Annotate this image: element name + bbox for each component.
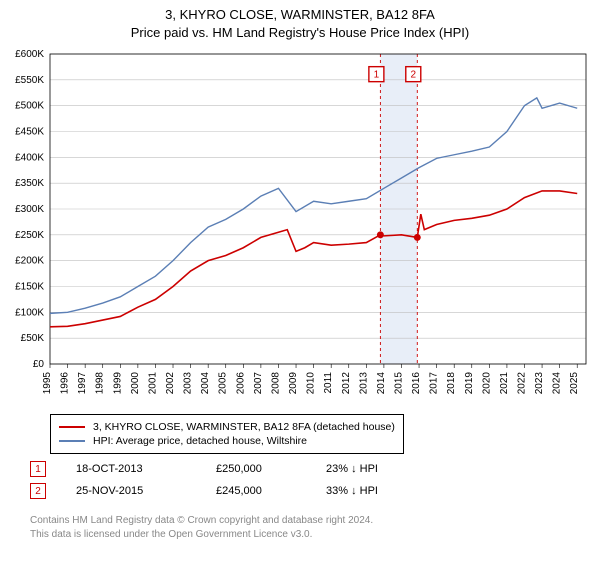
footer-line: This data is licensed under the Open Gov… bbox=[30, 528, 373, 542]
sale-date: 18-OCT-2013 bbox=[76, 463, 186, 475]
svg-text:£400K: £400K bbox=[15, 152, 44, 163]
footer: Contains HM Land Registry data © Crown c… bbox=[30, 514, 373, 541]
legend-label: 3, KHYRO CLOSE, WARMINSTER, BA12 8FA (de… bbox=[93, 421, 395, 433]
svg-text:2008: 2008 bbox=[270, 372, 281, 395]
svg-text:2006: 2006 bbox=[235, 372, 246, 395]
table-row: 1 18-OCT-2013 £250,000 23% ↓ HPI bbox=[30, 458, 416, 480]
svg-text:£350K: £350K bbox=[15, 178, 44, 189]
legend-row: 3, KHYRO CLOSE, WARMINSTER, BA12 8FA (de… bbox=[59, 421, 395, 433]
svg-text:2: 2 bbox=[410, 70, 416, 81]
sale-price: £250,000 bbox=[216, 463, 296, 475]
svg-text:2024: 2024 bbox=[552, 372, 563, 395]
legend-swatch-property bbox=[59, 426, 85, 428]
svg-text:2018: 2018 bbox=[446, 372, 457, 395]
svg-text:2005: 2005 bbox=[218, 372, 229, 395]
legend-label: HPI: Average price, detached house, Wilt… bbox=[93, 435, 307, 447]
sale-price: £245,000 bbox=[216, 485, 296, 497]
chart-title: 3, KHYRO CLOSE, WARMINSTER, BA12 8FA Pri… bbox=[0, 6, 600, 41]
svg-text:2010: 2010 bbox=[306, 372, 317, 395]
svg-text:£500K: £500K bbox=[15, 101, 44, 112]
svg-text:£0: £0 bbox=[33, 359, 45, 370]
svg-text:2016: 2016 bbox=[411, 372, 422, 395]
footer-line: Contains HM Land Registry data © Crown c… bbox=[30, 514, 373, 528]
svg-text:2007: 2007 bbox=[253, 372, 264, 395]
svg-text:2002: 2002 bbox=[165, 372, 176, 395]
svg-text:2017: 2017 bbox=[429, 372, 440, 395]
svg-text:£550K: £550K bbox=[15, 75, 44, 86]
svg-text:2022: 2022 bbox=[516, 372, 527, 395]
legend-row: HPI: Average price, detached house, Wilt… bbox=[59, 435, 395, 447]
svg-text:1998: 1998 bbox=[95, 372, 106, 395]
svg-text:2015: 2015 bbox=[393, 372, 404, 395]
svg-text:2013: 2013 bbox=[358, 372, 369, 395]
title-line1: 3, KHYRO CLOSE, WARMINSTER, BA12 8FA bbox=[0, 6, 600, 24]
svg-text:2020: 2020 bbox=[481, 372, 492, 395]
table-row: 2 25-NOV-2015 £245,000 33% ↓ HPI bbox=[30, 480, 416, 502]
page: 3, KHYRO CLOSE, WARMINSTER, BA12 8FA Pri… bbox=[0, 6, 600, 566]
svg-text:£300K: £300K bbox=[15, 204, 44, 215]
svg-text:2025: 2025 bbox=[569, 372, 580, 395]
svg-text:2019: 2019 bbox=[464, 372, 475, 395]
sale-delta: 23% ↓ HPI bbox=[326, 463, 416, 475]
sale-marker-icon: 2 bbox=[30, 483, 46, 499]
svg-text:1996: 1996 bbox=[60, 372, 71, 395]
svg-text:£250K: £250K bbox=[15, 230, 44, 241]
sales-table: 1 18-OCT-2013 £250,000 23% ↓ HPI 2 25-NO… bbox=[30, 458, 416, 502]
svg-text:1997: 1997 bbox=[77, 372, 88, 395]
svg-text:2014: 2014 bbox=[376, 372, 387, 395]
sale-marker-icon: 1 bbox=[30, 461, 46, 477]
svg-text:1: 1 bbox=[374, 70, 380, 81]
svg-text:1995: 1995 bbox=[42, 372, 53, 395]
legend-swatch-hpi bbox=[59, 440, 85, 442]
svg-text:2011: 2011 bbox=[323, 372, 334, 394]
svg-text:2023: 2023 bbox=[534, 372, 545, 395]
legend: 3, KHYRO CLOSE, WARMINSTER, BA12 8FA (de… bbox=[50, 414, 404, 454]
svg-text:2012: 2012 bbox=[341, 372, 352, 395]
sale-delta: 33% ↓ HPI bbox=[326, 485, 416, 497]
svg-text:1999: 1999 bbox=[112, 372, 123, 395]
svg-text:2000: 2000 bbox=[130, 372, 141, 395]
svg-text:2004: 2004 bbox=[200, 372, 211, 395]
chart: £0 £50K £100K £150K £200K £250K £300K £350K £400… bbox=[0, 48, 600, 408]
svg-text:£150K: £150K bbox=[15, 282, 44, 293]
svg-text:2003: 2003 bbox=[183, 372, 194, 395]
svg-text:£450K: £450K bbox=[15, 127, 44, 138]
svg-text:£100K: £100K bbox=[15, 307, 44, 318]
title-line2: Price paid vs. HM Land Registry's House … bbox=[0, 24, 600, 42]
svg-text:£600K: £600K bbox=[15, 49, 44, 60]
sale-date: 25-NOV-2015 bbox=[76, 485, 186, 497]
svg-text:2021: 2021 bbox=[499, 372, 510, 395]
svg-text:£200K: £200K bbox=[15, 256, 44, 267]
chart-svg: £0 £50K £100K £150K £200K £250K £300K £350K £400… bbox=[0, 48, 600, 408]
svg-text:2001: 2001 bbox=[147, 372, 158, 395]
svg-text:2009: 2009 bbox=[288, 372, 299, 395]
svg-text:£50K: £50K bbox=[21, 333, 45, 344]
